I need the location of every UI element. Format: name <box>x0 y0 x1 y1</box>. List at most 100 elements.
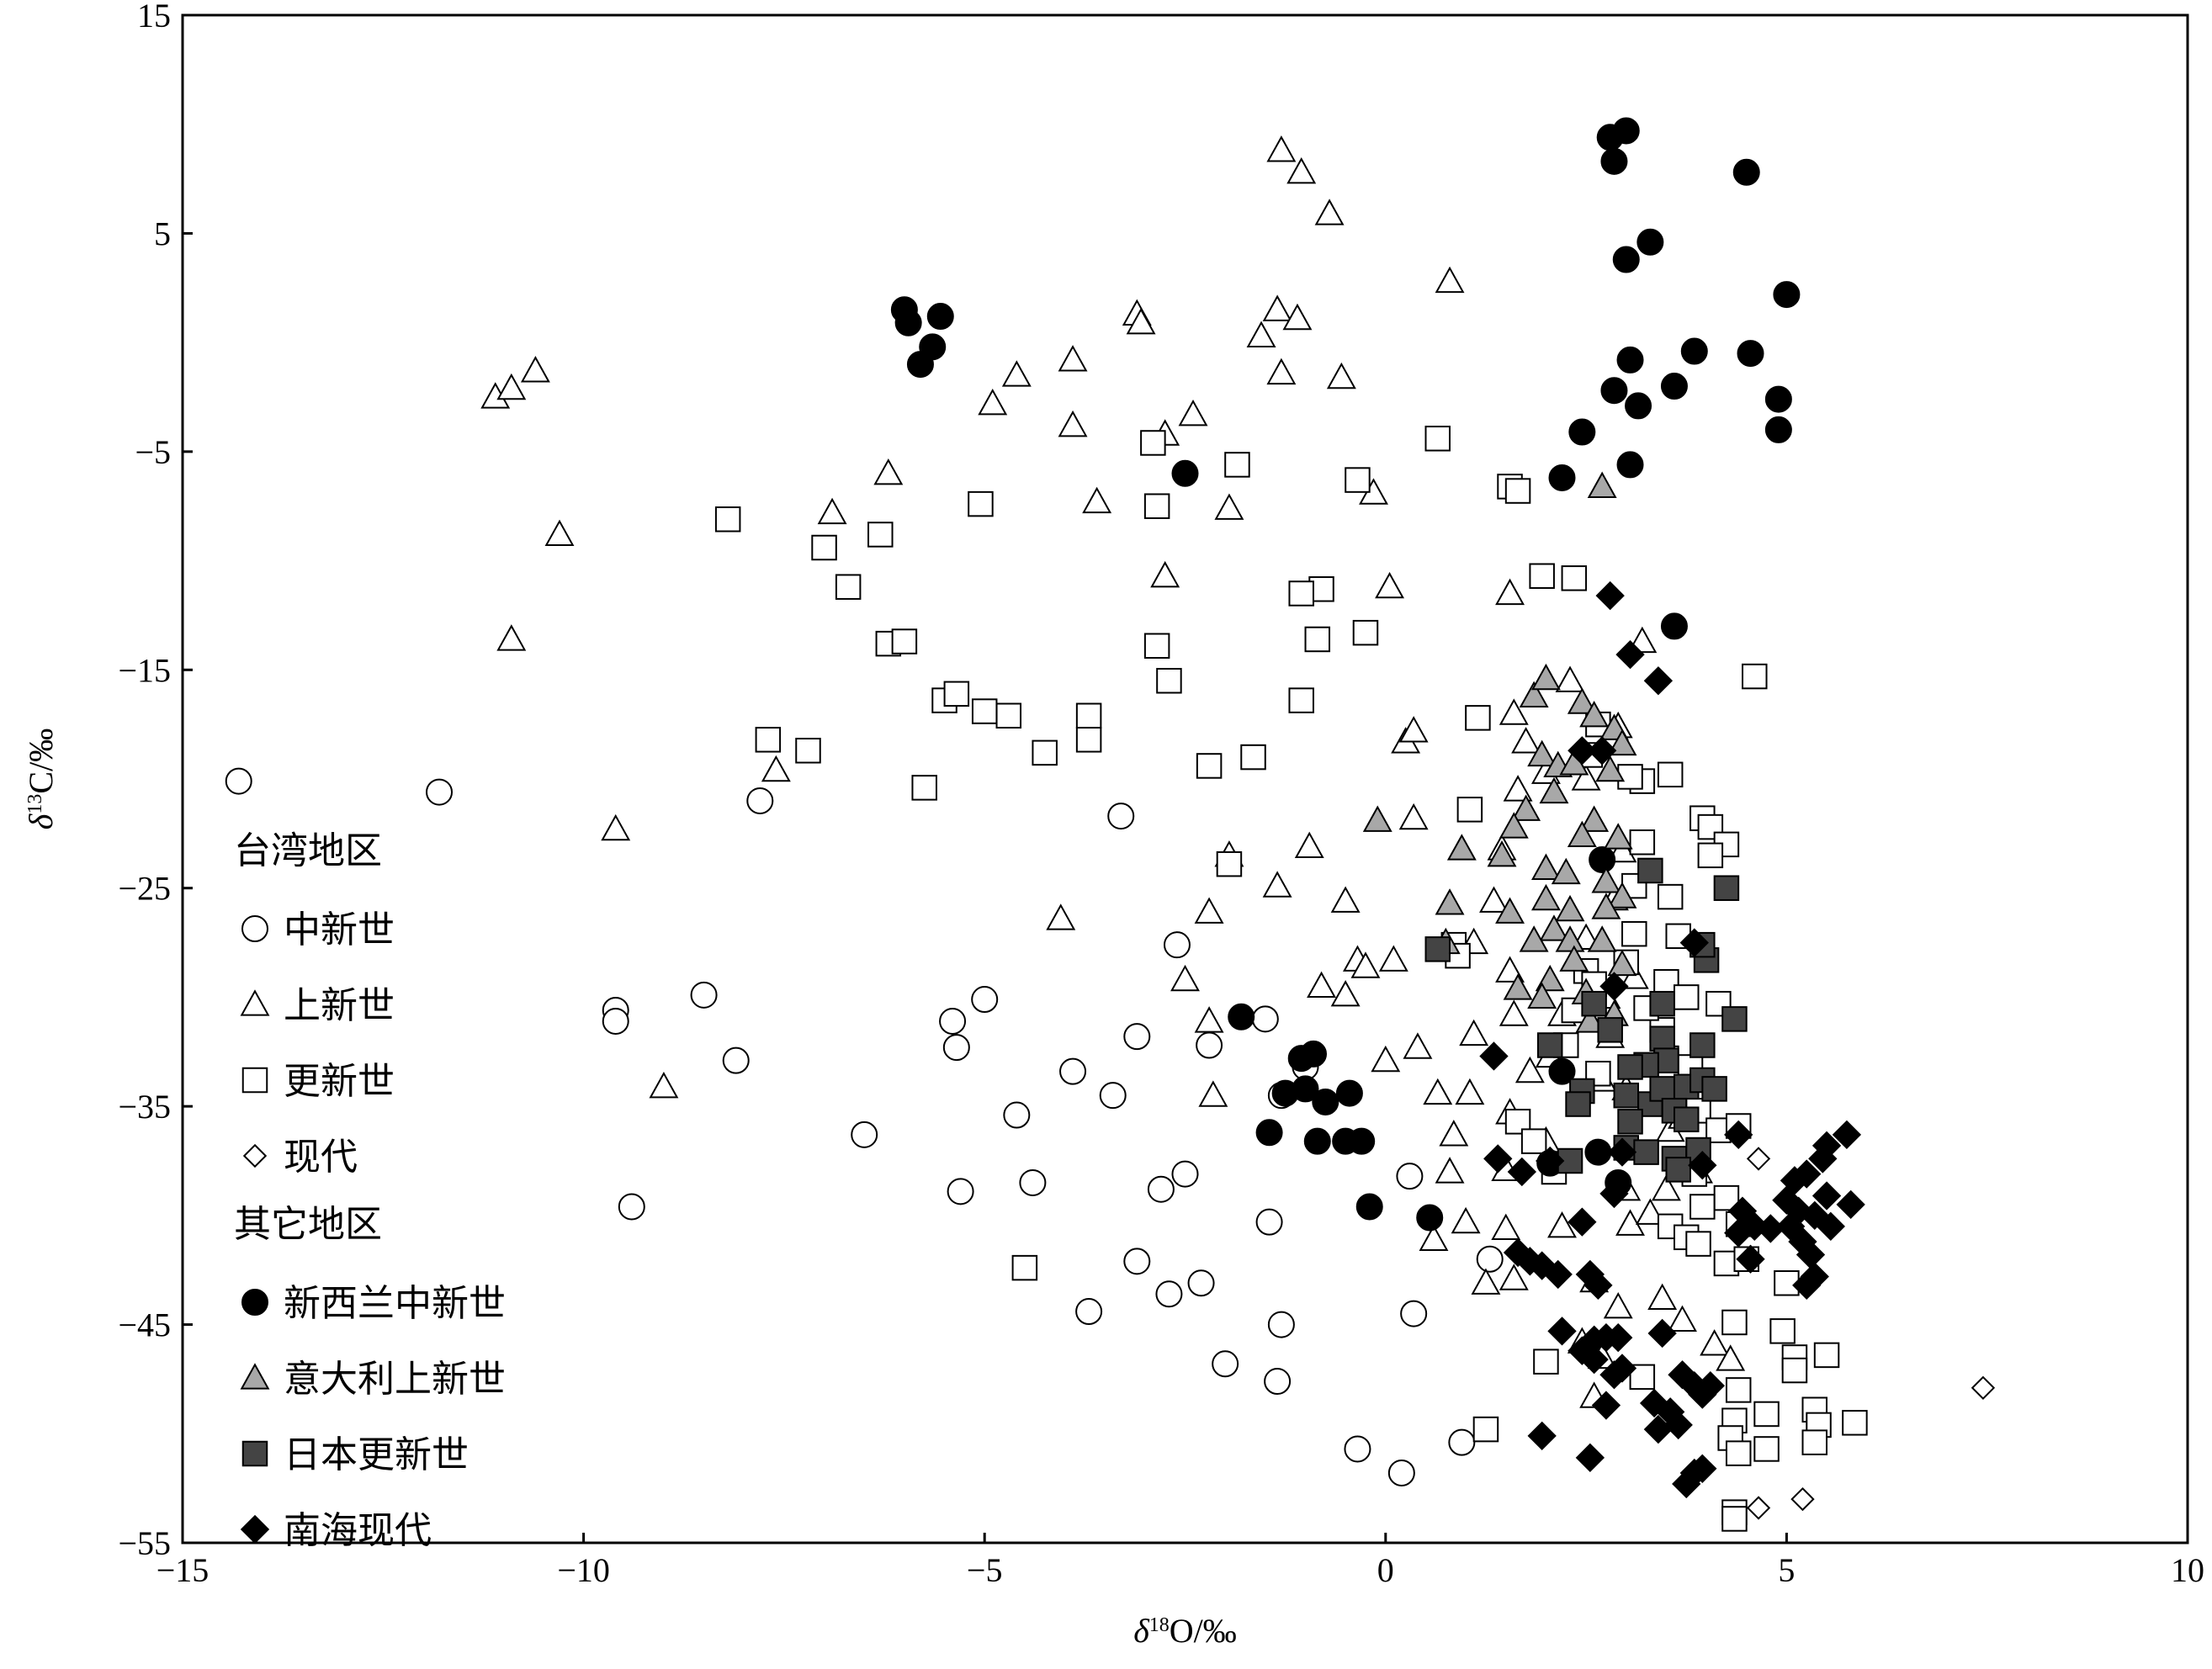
legend-group-title: 其它地区 <box>234 1203 382 1246</box>
data-point <box>1001 360 1032 387</box>
data-point <box>1059 1057 1087 1085</box>
data-point <box>1194 1006 1224 1033</box>
data-point <box>1584 1138 1612 1166</box>
legend-item: 上新世 <box>240 984 395 1027</box>
data-point <box>1607 729 1637 756</box>
data-point <box>1753 1401 1780 1428</box>
data-point <box>1344 1435 1371 1463</box>
data-point <box>1649 990 1675 1017</box>
data-point <box>649 1071 679 1099</box>
data-point <box>1504 478 1531 504</box>
data-point <box>1398 716 1429 743</box>
data-point <box>1196 1031 1223 1059</box>
data-point <box>1348 1127 1376 1155</box>
data-point <box>1326 362 1356 389</box>
data-point <box>1680 337 1708 365</box>
data-point <box>1548 464 1576 491</box>
data-point <box>1753 1436 1780 1462</box>
data-point <box>1721 1309 1748 1336</box>
data-point <box>873 458 904 485</box>
data-point <box>911 775 937 801</box>
data-point <box>1649 1076 1675 1102</box>
data-point <box>1264 1368 1292 1396</box>
y-tick-label: −25 <box>118 870 171 908</box>
data-point <box>1595 755 1626 782</box>
data-point <box>1503 775 1533 802</box>
data-point <box>1533 1348 1559 1375</box>
data-point <box>1579 700 1610 728</box>
legend-label: 南海现代 <box>284 1509 432 1552</box>
data-point <box>1842 1410 1868 1436</box>
data-point <box>1107 803 1135 830</box>
data-point <box>942 1034 970 1062</box>
data-point <box>1530 883 1561 911</box>
data-point <box>1636 228 1664 256</box>
data-point <box>1567 820 1597 848</box>
data-point <box>1435 888 1465 915</box>
data-point <box>1483 1144 1513 1174</box>
data-point <box>1587 471 1617 498</box>
data-point <box>1255 1119 1283 1147</box>
data-point <box>1539 776 1569 804</box>
data-point <box>1527 739 1557 767</box>
y-tick-label: −35 <box>118 1088 171 1126</box>
data-point <box>1617 1054 1643 1080</box>
data-point <box>1529 563 1555 589</box>
series-4 <box>890 117 1801 1232</box>
data-point <box>1240 744 1266 771</box>
data-point <box>1616 451 1644 479</box>
data-point <box>1587 925 1617 952</box>
data-point <box>1725 1377 1752 1403</box>
data-point <box>1355 1193 1383 1221</box>
data-point <box>1625 392 1652 420</box>
data-point <box>1600 377 1628 405</box>
data-point <box>978 388 1008 416</box>
data-point <box>1495 578 1525 606</box>
data-point <box>1266 358 1297 385</box>
data-point <box>1330 980 1361 1007</box>
data-point <box>1688 1151 1717 1180</box>
data-point <box>1607 949 1637 977</box>
data-point <box>1607 882 1637 909</box>
data-point <box>1589 845 1616 873</box>
data-point <box>1262 294 1292 321</box>
data-point <box>1716 1344 1746 1371</box>
legend-marker <box>240 1514 270 1544</box>
data-point <box>1214 493 1244 520</box>
data-point <box>943 681 970 707</box>
data-point <box>1156 668 1182 694</box>
data-point <box>1607 1354 1637 1383</box>
data-point <box>1674 984 1700 1010</box>
data-point <box>601 813 631 841</box>
data-point <box>1499 812 1529 839</box>
data-point <box>1551 857 1581 885</box>
data-point <box>1198 1080 1228 1107</box>
data-point <box>995 702 1022 729</box>
data-point <box>971 986 999 1014</box>
data-point <box>1701 1076 1727 1102</box>
data-point <box>1832 1120 1862 1150</box>
data-point <box>1732 158 1760 186</box>
data-point <box>1567 1207 1597 1237</box>
data-point <box>1416 1204 1444 1232</box>
data-point <box>1536 1146 1565 1176</box>
data-point <box>1455 1078 1485 1105</box>
data-point <box>1568 418 1596 446</box>
data-point <box>1378 945 1408 972</box>
data-point <box>1663 1410 1693 1440</box>
data-point <box>1032 739 1058 766</box>
data-point <box>1647 1283 1678 1311</box>
data-point <box>1559 945 1589 972</box>
data-point <box>1688 1454 1717 1483</box>
data-point <box>1046 903 1076 930</box>
data-point <box>1581 990 1607 1017</box>
data-point <box>1615 639 1645 670</box>
data-point <box>1255 1208 1283 1236</box>
data-point <box>1294 831 1324 859</box>
data-point <box>891 628 918 654</box>
data-point <box>1816 1211 1845 1241</box>
data-point <box>1773 281 1801 309</box>
data-point <box>1971 1375 1996 1400</box>
data-point <box>1465 705 1491 731</box>
data-point <box>1555 665 1585 692</box>
